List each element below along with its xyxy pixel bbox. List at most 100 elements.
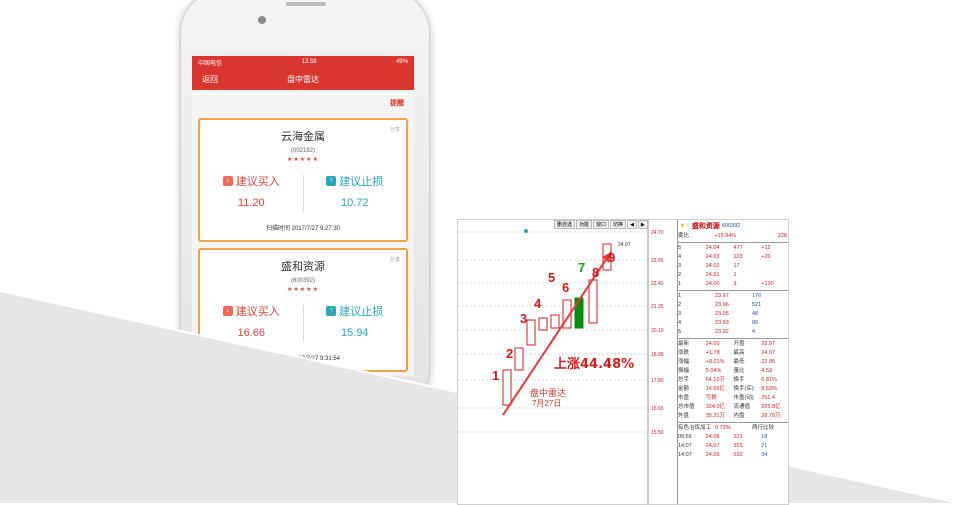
sell-row-cell: +130 <box>761 281 774 287</box>
sell-row: 2 24.01 1 <box>678 271 788 280</box>
buy-row: 2 23.96 521 <box>678 301 788 310</box>
stat-row-cell: 35.31万 <box>705 413 726 419</box>
stat-row: 总手 64.10万 换手 6.81% <box>678 376 788 385</box>
sell-row: 4 24.03 103 +20 <box>678 253 788 262</box>
buy-row-cell: 1 <box>678 293 682 299</box>
order-book-panel: ★☆ 盛和资源 600392 委比 +15.94% 228 5 24.04 477 +12… <box>677 220 788 504</box>
buy-row-cell: 521 <box>752 302 762 308</box>
sell-row-cell: 103 <box>733 254 743 260</box>
price-axis-label: 20.10 <box>651 328 664 334</box>
toolbar-button[interactable]: 窗口 <box>593 220 610 229</box>
sequence-number: 3 <box>520 311 527 326</box>
tick-row-cell: 24.07 <box>705 443 720 449</box>
wei-value: +15.94% <box>714 233 737 239</box>
stat-row: 振幅 5.04% 量比 4.53 <box>678 367 788 376</box>
stock-name: 云海金属 <box>281 131 325 143</box>
stock-card[interactable]: 分享 云海金属 (002182) ★★★★★ ↓ 建议买入 11.20 ↑ 建议止损… <box>198 118 408 242</box>
price-axis-label: 21.25 <box>651 304 664 310</box>
stat-row-cell: +1.78 <box>705 350 720 356</box>
buy-row: 5 23.92 4 <box>678 328 788 337</box>
sell-row-cell: 24.04 <box>705 245 720 251</box>
sell-row-cell: 3 <box>733 281 737 287</box>
stat-row-cell: 64.10万 <box>705 377 726 383</box>
toolbar-button[interactable]: 删自选 <box>554 220 576 229</box>
sequence-number: 6 <box>562 280 569 295</box>
share-button[interactable]: 分享 <box>389 257 400 263</box>
buy-row-cell: 5 <box>678 329 682 335</box>
stat-row-cell: 市盈(动) <box>733 395 754 401</box>
price-axis-label: 15.50 <box>651 430 664 436</box>
share-button[interactable]: 分享 <box>389 127 400 133</box>
price-axis-label: 17.80 <box>651 378 664 384</box>
stop-section: ↑ 建议止损 15.94 <box>304 303 407 341</box>
stat-row-cell: 8.53% <box>761 386 777 392</box>
toolbar-button[interactable]: ◀ <box>627 220 637 229</box>
buy-row-cell: 23.95 <box>715 311 729 317</box>
wei-label: 委比 <box>678 233 690 239</box>
stat-row-cell: 22.95 <box>761 359 776 365</box>
phone-camera <box>258 16 266 24</box>
status-bar: 中国电信 13:59 49% <box>192 56 414 68</box>
sequence-number: 7 <box>578 260 585 275</box>
back-button[interactable]: 返回 <box>202 75 218 84</box>
sell-row-cell: +20 <box>761 254 771 260</box>
stop-value: 10.72 <box>340 197 369 209</box>
tick-row: 09:56 24.06 321 18 <box>678 433 788 442</box>
price-axis-label: 24.70 <box>651 230 664 236</box>
tick-row-cell: 18 <box>761 434 768 440</box>
tick-row-cell: 321 <box>733 434 743 440</box>
tick-row: 14:07 24.07 355 21 <box>678 442 788 451</box>
stat-row-cell: 225.8亿 <box>761 404 781 410</box>
stop-section: ↑ 建议止损 10.72 <box>304 173 407 211</box>
tick-row-cell: 14:07 <box>678 452 692 458</box>
candle <box>502 369 512 406</box>
page-title: 盘中雷达 <box>287 75 319 84</box>
carrier-label: 中国电信 <box>198 60 223 67</box>
buy-section: ↓ 建议买入 16.66 <box>200 303 303 341</box>
buy-icon: ↓ <box>222 176 233 186</box>
rating-stars: ★★★★★ <box>287 157 319 163</box>
star-icon: ★☆ <box>680 223 690 229</box>
sequence-number: 1 <box>492 368 499 383</box>
stat-row-cell: 6.81% <box>761 377 777 383</box>
tick-row-cell: 14:07 <box>678 443 692 449</box>
buy-section: ↓ 建议买入 11.20 <box>200 173 303 211</box>
stop-label: 建议止损 <box>339 176 384 188</box>
buy-label: 建议买入 <box>235 306 280 318</box>
stat-row-cell: 28.79万 <box>761 413 781 419</box>
buy-row-cell: 23.93 <box>715 320 729 326</box>
price-axis-label: 18.95 <box>651 352 664 358</box>
toolbar-button[interactable]: 切换 <box>610 220 627 229</box>
candle <box>538 317 548 331</box>
toolbar-button[interactable]: 功能 <box>576 220 593 229</box>
sell-row-cell: 24.02 <box>705 263 720 269</box>
stat-row-cell: 总手 <box>678 377 690 383</box>
stat-row: 最新 24.00 开盘 22.97 <box>678 340 788 349</box>
stock-code: (600392) <box>290 278 316 284</box>
remind-button[interactable]: 提醒 <box>390 100 404 107</box>
stat-row-cell: 24.00 <box>705 341 720 347</box>
buy-row-cell: 80 <box>752 320 759 326</box>
stat-row-cell: 最高 <box>733 350 745 356</box>
battery-label: 49% <box>395 59 408 65</box>
trend-arrow-line <box>502 251 612 416</box>
industry-label: 有色冶炼加工 <box>678 425 712 431</box>
candlestick-chart: 24.70 23.55 22.40 21.25 20.10 18.95 17.80 16.65… <box>458 220 664 504</box>
stat-row: 外盘 35.31万 内盘 28.79万 <box>678 412 788 421</box>
trend-arrow-head <box>602 252 611 263</box>
stat-row-cell: 14.96亿 <box>705 386 726 392</box>
buy-row-cell: 48 <box>752 311 759 317</box>
industry-tag[interactable]: 两行比较 <box>752 425 775 431</box>
sequence-number: 2 <box>506 346 513 361</box>
stat-row-cell: 22.97 <box>761 341 776 347</box>
toolbar-button[interactable]: ▶ <box>637 220 648 229</box>
order-book-title: ★☆ 盛和资源 600392 <box>678 220 788 232</box>
sell-row-cell: 17 <box>733 263 740 269</box>
sequence-number: 9 <box>608 250 615 265</box>
buy-row: 3 23.95 48 <box>678 310 788 319</box>
stat-row-cell: 324.0亿 <box>705 404 726 410</box>
buy-value: 11.20 <box>237 197 265 209</box>
stat-row-cell: 涨幅 <box>678 359 690 365</box>
stat-row-cell: 市盈 <box>678 395 690 401</box>
price-axis-label: 22.40 <box>651 281 664 287</box>
